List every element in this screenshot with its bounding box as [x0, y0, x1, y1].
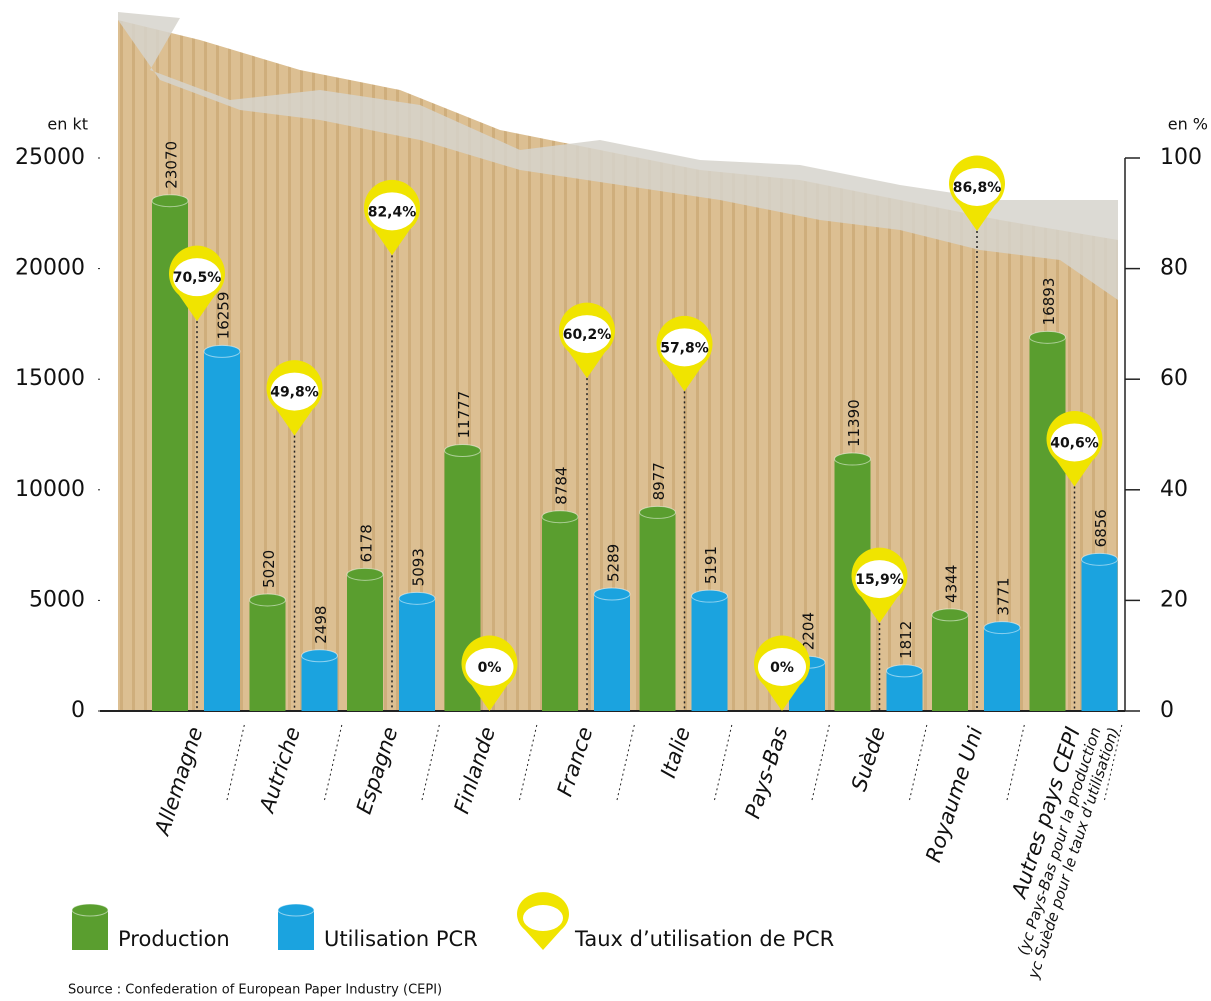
separator — [617, 722, 635, 800]
value-label: 2498 — [312, 606, 330, 644]
y2-tick-label: 20 — [1160, 587, 1188, 612]
bar — [399, 598, 435, 711]
bar-top — [692, 590, 728, 602]
y-tick-label: 0 — [71, 698, 85, 723]
value-label: 11777 — [455, 391, 473, 439]
bar — [984, 628, 1020, 711]
pin-label: 15,9% — [855, 572, 904, 588]
bar-top — [445, 444, 481, 456]
chart: en kt en % Source : Confederation of Eur… — [0, 0, 1211, 1001]
bar-top — [204, 345, 240, 357]
y2-tick-label: 80 — [1160, 256, 1188, 281]
x-tick-label: Finlande — [449, 724, 499, 817]
bar-top — [887, 665, 923, 677]
bar-top — [399, 592, 435, 604]
bar-top — [1030, 331, 1066, 343]
x-tick-label: Suède — [847, 724, 890, 794]
legend-swatch-top — [278, 904, 314, 916]
y2-tick-label: 60 — [1160, 366, 1188, 391]
value-label: 16259 — [215, 292, 233, 340]
bar-top — [594, 588, 630, 600]
separator — [325, 722, 343, 800]
value-label: 6856 — [1092, 509, 1110, 547]
value-label: 8784 — [553, 467, 571, 505]
x-tick-label: Autriche — [254, 724, 305, 817]
y-tick-label: 5000 — [29, 587, 85, 612]
y2-axis-label: en % — [1168, 115, 1208, 134]
x-tick-label: Espagne — [352, 724, 403, 817]
legend-swatch-face — [523, 905, 563, 931]
pin-label: 82,4% — [368, 204, 417, 220]
bar — [1030, 337, 1066, 711]
y-tick-label: 15000 — [15, 366, 85, 391]
legend-label: Taux d’utilisation de PCR — [574, 927, 834, 951]
value-label: 8977 — [650, 462, 668, 500]
value-label: 6178 — [358, 524, 376, 562]
bar-top — [542, 511, 578, 523]
value-label: 3771 — [995, 577, 1013, 615]
x-tick-label: Royaume Uni — [921, 724, 987, 865]
bar — [542, 517, 578, 711]
value-label: 5289 — [605, 544, 623, 582]
y-tick-label: 25000 — [15, 145, 85, 170]
x-tick-label: Pays-Bas — [740, 724, 792, 822]
y-tick-label: 20000 — [15, 256, 85, 281]
bar-top — [835, 453, 871, 465]
y2-tick-label: 0 — [1160, 698, 1174, 723]
source: Source : Confederation of European Paper… — [68, 983, 442, 998]
pin-label: 49,8% — [270, 385, 319, 401]
value-label: 1812 — [897, 621, 915, 659]
pin-label: 60,2% — [563, 327, 612, 343]
x-tick-label: Italie — [656, 724, 695, 781]
y2-tick-label: 40 — [1160, 477, 1188, 502]
separator — [227, 722, 245, 800]
bar — [250, 600, 286, 711]
legend-label: Utilisation PCR — [324, 927, 478, 951]
x-tick-label: France — [553, 724, 598, 799]
separator — [422, 722, 440, 800]
separator — [1007, 722, 1025, 800]
value-label: 5191 — [702, 546, 720, 584]
pin-label: 0% — [770, 660, 794, 676]
pin-label: 57,8% — [660, 340, 709, 356]
pin-label: 0% — [478, 660, 502, 676]
bar-top — [932, 609, 968, 621]
bar-top — [250, 594, 286, 606]
bar — [594, 594, 630, 711]
bar — [932, 615, 968, 711]
bar-top — [152, 195, 188, 207]
value-label: 11390 — [845, 399, 863, 447]
legend-label: Production — [118, 927, 230, 951]
value-label: 4344 — [943, 565, 961, 603]
bar-top — [302, 650, 338, 662]
separator — [520, 722, 538, 800]
bar-top — [640, 506, 676, 518]
legend-swatch-top — [72, 904, 108, 916]
y-tick-label: 10000 — [15, 477, 85, 502]
x-tick-label: Allemagne — [149, 724, 207, 840]
bar-top — [1082, 553, 1118, 565]
bar — [1082, 559, 1118, 711]
value-label: 16893 — [1040, 278, 1058, 326]
value-label: 23070 — [163, 141, 181, 189]
bar — [640, 512, 676, 711]
value-label: 5020 — [260, 550, 278, 588]
separator — [715, 722, 733, 800]
pin-label: 70,5% — [173, 270, 222, 286]
separator — [812, 722, 830, 800]
bar — [302, 656, 338, 711]
bar — [204, 351, 240, 711]
separator — [910, 722, 928, 800]
bar — [347, 574, 383, 711]
pin-label: 40,6% — [1050, 435, 1099, 451]
bar — [692, 596, 728, 711]
bar-top — [984, 622, 1020, 634]
pin-label: 86,8% — [953, 180, 1002, 196]
y2-tick-label: 100 — [1160, 145, 1202, 170]
y-axis-label: en kt — [47, 115, 88, 134]
bar-top — [347, 568, 383, 580]
value-label: 5093 — [410, 548, 428, 586]
